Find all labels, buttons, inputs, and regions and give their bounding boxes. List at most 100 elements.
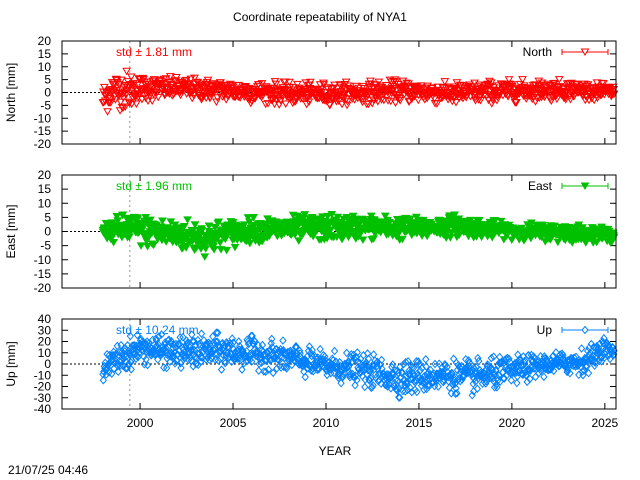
north-y-axis-label: North [mm]	[4, 63, 18, 122]
up-point	[177, 357, 186, 367]
up-point	[339, 369, 348, 379]
north-point	[305, 84, 315, 93]
up-point	[255, 359, 263, 369]
east-point	[158, 217, 167, 225]
up-point	[469, 379, 477, 389]
up-point	[279, 336, 287, 345]
north-point	[143, 97, 153, 106]
north-point	[125, 99, 134, 108]
north-point	[374, 78, 384, 87]
up-point	[177, 363, 185, 373]
up-point	[373, 361, 381, 371]
x-tick-label: 2005	[220, 416, 247, 430]
y-tick-label: -15	[34, 267, 52, 281]
north-point	[504, 76, 514, 84]
east-point	[189, 231, 198, 240]
up-point	[396, 393, 404, 402]
east-point	[200, 253, 210, 261]
up-point	[407, 374, 415, 384]
east-point	[453, 227, 462, 236]
north-point	[566, 79, 576, 88]
north-point	[476, 96, 486, 105]
north-point	[533, 85, 543, 94]
north-point	[212, 94, 222, 102]
north-point	[566, 95, 575, 104]
north-point	[402, 79, 412, 88]
up-point	[609, 343, 617, 352]
up-point	[449, 354, 458, 364]
up-point	[203, 340, 211, 350]
up-point	[289, 352, 298, 362]
up-point	[214, 328, 222, 338]
north-point	[263, 100, 273, 108]
north-point	[301, 79, 311, 87]
y-tick-label: 0	[44, 357, 51, 371]
east-point	[294, 237, 304, 245]
north-std-label: std ± 1.81 mm	[116, 45, 192, 59]
north-point	[270, 100, 279, 109]
east-point	[230, 243, 240, 252]
up-point	[143, 360, 152, 370]
east-point	[369, 235, 379, 243]
up-point	[577, 344, 586, 353]
up-point	[160, 363, 168, 372]
y-tick-label: 15	[38, 182, 52, 196]
y-tick-label: -5	[40, 239, 51, 253]
up-point	[523, 377, 531, 387]
east-point	[145, 216, 155, 225]
north-point	[543, 80, 552, 89]
up-point	[395, 383, 403, 393]
up-point	[255, 366, 263, 375]
up-point	[521, 356, 529, 366]
up-point	[440, 375, 449, 385]
up-point	[429, 378, 438, 387]
up-y-axis-label: Up [mm]	[4, 341, 18, 386]
y-tick-label: 10	[38, 346, 52, 360]
up-point	[515, 355, 523, 364]
north-point	[261, 100, 271, 109]
east-point	[190, 221, 200, 229]
north-point	[430, 95, 439, 103]
up-point	[458, 375, 466, 384]
up-point	[535, 363, 543, 373]
east-point	[550, 222, 559, 231]
up-point	[343, 363, 351, 372]
up-point	[242, 357, 250, 366]
north-point	[192, 85, 202, 94]
up-point	[583, 361, 591, 371]
up-point	[236, 341, 244, 351]
east-y-axis-label: East [mm]	[4, 204, 18, 258]
north-point	[161, 75, 171, 83]
up-point	[540, 372, 548, 382]
east-point	[358, 236, 368, 244]
east-point	[249, 214, 258, 222]
east-point	[109, 238, 118, 247]
up-point	[195, 339, 203, 349]
north-point	[343, 98, 352, 106]
east-point	[592, 238, 602, 247]
up-point	[364, 354, 373, 364]
up-point	[282, 364, 291, 373]
north-point	[122, 67, 131, 76]
up-point	[476, 365, 484, 375]
up-point	[351, 371, 360, 380]
east-point	[318, 213, 327, 221]
north-point	[511, 92, 520, 101]
north-point	[235, 94, 245, 102]
y-tick-label: 40	[38, 312, 52, 326]
north-point	[449, 93, 459, 102]
up-point	[498, 357, 506, 367]
north-point	[166, 84, 176, 92]
up-point	[369, 381, 377, 390]
north-point	[160, 91, 170, 99]
north-point	[233, 93, 243, 102]
up-point	[363, 361, 371, 371]
up-point	[443, 362, 451, 372]
timestamp: 21/07/25 04:46	[8, 463, 88, 477]
north-point	[167, 80, 177, 89]
up-point	[257, 358, 266, 367]
east-point	[553, 238, 563, 247]
up-legend-label: Up	[537, 323, 553, 337]
up-point	[398, 368, 407, 378]
up-point	[277, 353, 286, 363]
